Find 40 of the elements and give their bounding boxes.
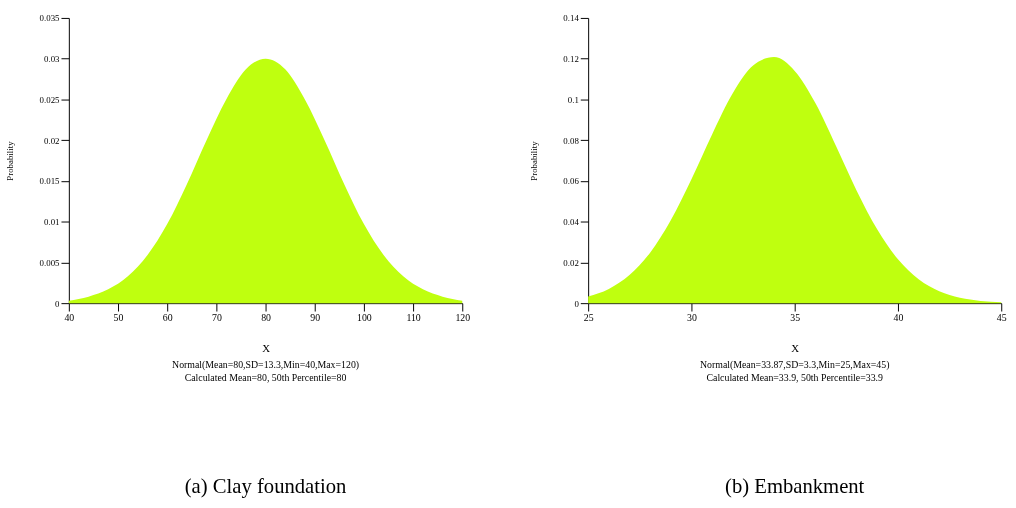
- x-tick-label: 100: [357, 312, 372, 324]
- x-tick-label: 30: [687, 312, 697, 324]
- text: Calculated Mean=33.9, 50th Percentile=33.9: [706, 371, 884, 383]
- x-axis-title: X: [791, 341, 800, 354]
- x-tick-label: 80: [261, 312, 272, 324]
- y-tick-label: 0.03: [44, 54, 61, 65]
- y-tick-label: 0.02: [563, 257, 579, 268]
- y-tick-label: 0.02: [44, 135, 60, 146]
- y-tick-label: 0.005: [39, 257, 61, 268]
- text: Normal(Mean=33.87,SD=3.3,Min=25,Max=45): [699, 359, 890, 372]
- y-tick-label: 0: [55, 298, 61, 309]
- y-tick-label: 0.08: [563, 135, 580, 146]
- x-tick-label: 110: [406, 312, 421, 324]
- x-tick-label: 50: [113, 312, 124, 324]
- text: Normal(Mean=80,SD=13.3,Min=40,Max=120): [172, 359, 360, 372]
- x-tick-label: 25: [583, 312, 594, 324]
- y-tick-label: 0.14: [563, 13, 580, 24]
- x-tick-label: 70: [211, 312, 222, 324]
- x-tick-label: 120: [455, 312, 471, 324]
- x-tick-label: 40: [64, 312, 75, 324]
- x-tick-label: 40: [893, 312, 904, 324]
- x-tick-label: 90: [310, 312, 321, 324]
- x-tick-label: 45: [996, 312, 1007, 324]
- y-axis-title: Probability: [528, 140, 539, 181]
- y-tick-label: 0.04: [563, 217, 580, 228]
- y-tick-label: 0.025: [39, 94, 61, 105]
- y-tick-label: 0.035: [39, 13, 61, 24]
- y-tick-label: 0.12: [563, 54, 579, 65]
- text: Calculated Mean=80, 50th Percentile=80: [184, 371, 347, 383]
- y-tick-label: 0.06: [563, 176, 580, 187]
- y-tick-label: 0.1: [567, 94, 579, 105]
- x-tick-label: 60: [162, 312, 173, 324]
- x-axis-title: X: [262, 341, 271, 354]
- y-tick-label: 0.015: [39, 176, 61, 187]
- text: (a) Clay foundation: [184, 474, 348, 498]
- x-tick-label: 35: [790, 312, 801, 324]
- text: (b) Embankment: [725, 474, 865, 498]
- y-tick-label: 0: [574, 298, 580, 309]
- y-axis-title: Probability: [5, 140, 16, 181]
- y-tick-label: 0.01: [44, 217, 60, 228]
